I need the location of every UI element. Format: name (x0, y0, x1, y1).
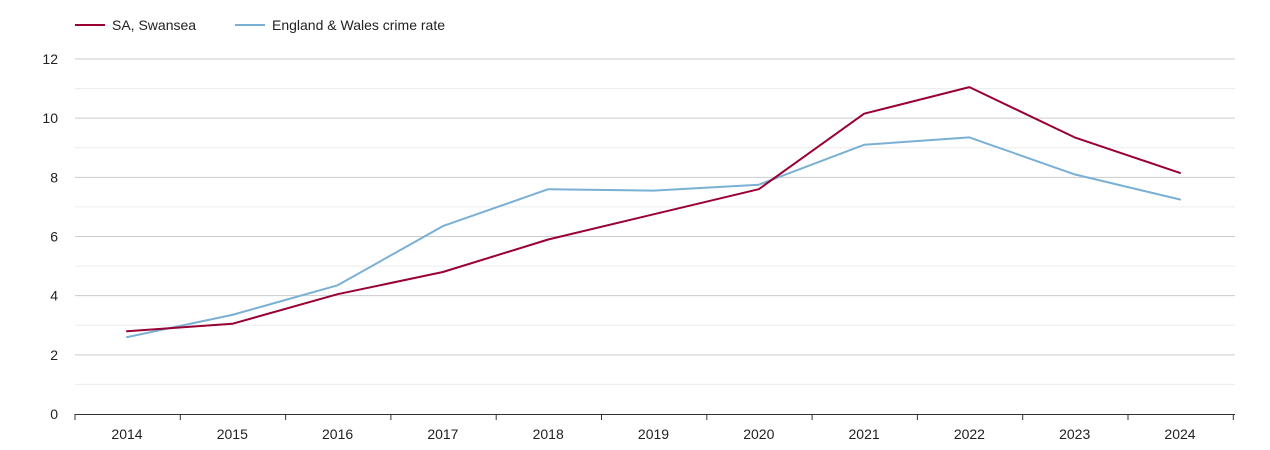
y-tick-label: 12 (42, 51, 58, 67)
y-tick-label: 4 (50, 288, 58, 304)
series-group (126, 86, 1181, 339)
x-tick-label: 2020 (743, 426, 774, 442)
y-tick-label: 0 (50, 406, 58, 422)
x-tick-label: 2023 (1059, 426, 1090, 442)
series-line-england-wales (126, 136, 1181, 339)
legend-item-swansea[interactable]: SA, Swansea (75, 17, 196, 33)
y-axis: 0 2 4 6 8 10 12 (42, 51, 58, 422)
legend-label: SA, Swansea (112, 17, 196, 33)
x-tick-label: 2019 (638, 426, 669, 442)
x-tick-label: 2017 (427, 426, 458, 442)
y-tick-label: 6 (50, 229, 58, 245)
y-tick-label: 10 (42, 110, 58, 126)
x-tick-label: 2021 (849, 426, 880, 442)
y-tick-label: 2 (50, 347, 58, 363)
x-tick-label: 2015 (217, 426, 248, 442)
y-tick-label: 8 (50, 169, 58, 185)
x-tick-label: 2016 (322, 426, 353, 442)
x-tick-label: 2014 (111, 426, 142, 442)
x-tick-label: 2022 (954, 426, 985, 442)
grid (75, 58, 1235, 385)
legend: SA, Swansea England & Wales crime rate (75, 17, 445, 33)
series-line-swansea (126, 86, 1181, 333)
x-tick-label: 2018 (533, 426, 564, 442)
x-axis: 2014 2015 2016 2017 2018 2019 2020 2021 2022 2023… (74, 414, 1235, 442)
legend-label: England & Wales crime rate (272, 17, 445, 33)
legend-item-england-wales[interactable]: England & Wales crime rate (235, 17, 445, 33)
x-tick-label: 2024 (1164, 426, 1195, 442)
